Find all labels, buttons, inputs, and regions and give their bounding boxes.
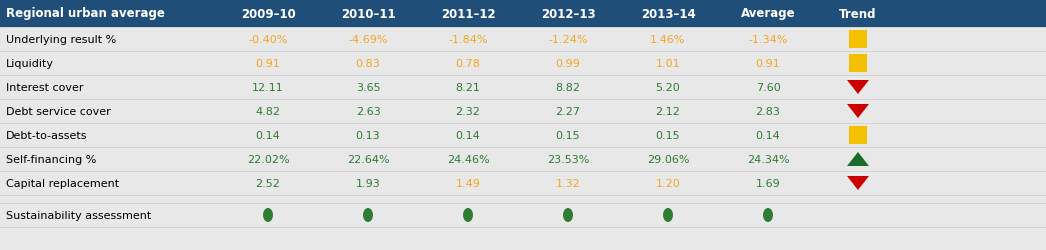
Text: 2010–11: 2010–11 (341, 8, 395, 20)
Text: 0.91: 0.91 (255, 59, 280, 69)
Bar (849, 126, 867, 144)
Text: Capital replacement: Capital replacement (6, 178, 119, 188)
Ellipse shape (763, 208, 773, 222)
Text: 0.14: 0.14 (755, 130, 780, 140)
Text: -0.40%: -0.40% (248, 35, 288, 45)
Text: 2.63: 2.63 (356, 106, 381, 117)
Text: 2.32: 2.32 (456, 106, 480, 117)
Bar (849, 31, 867, 49)
Text: 0.15: 0.15 (555, 130, 581, 140)
Ellipse shape (663, 208, 673, 222)
Text: 2.27: 2.27 (555, 106, 581, 117)
Text: 2013–14: 2013–14 (640, 8, 696, 20)
Text: 29.06%: 29.06% (646, 154, 689, 164)
Text: 8.82: 8.82 (555, 83, 581, 93)
Text: 2012–13: 2012–13 (541, 8, 595, 20)
Text: 12.11: 12.11 (252, 83, 283, 93)
Text: 23.53%: 23.53% (547, 154, 589, 164)
Polygon shape (847, 81, 869, 94)
Text: 7.60: 7.60 (755, 83, 780, 93)
Text: Self-financing %: Self-financing % (6, 154, 96, 164)
Text: Interest cover: Interest cover (6, 83, 84, 93)
Text: 2009–10: 2009–10 (241, 8, 295, 20)
Text: Underlying result %: Underlying result % (6, 35, 116, 45)
Text: 1.01: 1.01 (656, 59, 680, 69)
Text: 0.15: 0.15 (656, 130, 680, 140)
Text: 2.52: 2.52 (255, 178, 280, 188)
Text: 0.14: 0.14 (456, 130, 480, 140)
Text: 1.69: 1.69 (755, 178, 780, 188)
Text: 0.83: 0.83 (356, 59, 381, 69)
Text: 1.46%: 1.46% (651, 35, 686, 45)
Text: 8.21: 8.21 (456, 83, 480, 93)
Text: Debt-to-assets: Debt-to-assets (6, 130, 88, 140)
Text: Regional urban average: Regional urban average (6, 8, 165, 20)
Text: -4.69%: -4.69% (348, 35, 388, 45)
Polygon shape (847, 104, 869, 118)
Polygon shape (847, 176, 869, 190)
Text: 24.46%: 24.46% (447, 154, 490, 164)
Text: 1.32: 1.32 (555, 178, 581, 188)
Text: 22.02%: 22.02% (247, 154, 290, 164)
Text: 3.65: 3.65 (356, 83, 381, 93)
Text: 2011–12: 2011–12 (440, 8, 496, 20)
Text: -1.34%: -1.34% (748, 35, 788, 45)
Text: 0.13: 0.13 (356, 130, 381, 140)
Bar (849, 55, 867, 73)
Text: 0.99: 0.99 (555, 59, 581, 69)
Text: 24.34%: 24.34% (747, 154, 790, 164)
Text: 5.20: 5.20 (656, 83, 680, 93)
Ellipse shape (363, 208, 373, 222)
Text: Trend: Trend (839, 8, 877, 20)
Text: -1.24%: -1.24% (548, 35, 588, 45)
Text: 2.12: 2.12 (656, 106, 681, 117)
Text: Liquidity: Liquidity (6, 59, 54, 69)
Text: 0.14: 0.14 (255, 130, 280, 140)
Text: 1.20: 1.20 (656, 178, 680, 188)
Ellipse shape (263, 208, 273, 222)
Text: 2.83: 2.83 (755, 106, 780, 117)
Polygon shape (847, 152, 869, 166)
Text: 22.64%: 22.64% (346, 154, 389, 164)
Bar (0, 0, 1046, 28)
Text: Average: Average (741, 8, 795, 20)
Text: 0.91: 0.91 (755, 59, 780, 69)
Ellipse shape (563, 208, 573, 222)
Ellipse shape (463, 208, 473, 222)
Text: 1.49: 1.49 (456, 178, 480, 188)
Text: 1.93: 1.93 (356, 178, 381, 188)
Text: -1.84%: -1.84% (449, 35, 487, 45)
Text: 0.78: 0.78 (456, 59, 480, 69)
Text: Sustainability assessment: Sustainability assessment (6, 210, 152, 220)
Text: 4.82: 4.82 (255, 106, 280, 117)
Text: Debt service cover: Debt service cover (6, 106, 111, 117)
